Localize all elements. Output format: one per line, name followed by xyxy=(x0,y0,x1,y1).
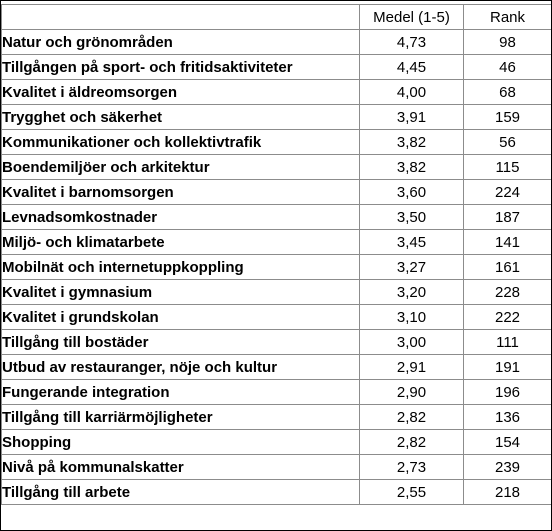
table-row: Tillgången på sport- och fritidsaktivite… xyxy=(1,54,551,80)
table-row: Kommunikationer och kollektivtrafik 3,82… xyxy=(1,129,551,155)
table-row: Kvalitet i äldreomsorgen 4,00 68 xyxy=(1,79,551,105)
row-name: Kvalitet i äldreomsorgen xyxy=(1,79,360,105)
row-medel: 3,82 xyxy=(359,154,464,180)
row-rank: 154 xyxy=(463,429,551,455)
row-medel: 2,55 xyxy=(359,479,464,505)
row-medel: 2,82 xyxy=(359,404,464,430)
row-rank: 98 xyxy=(463,29,551,55)
table-row: Kvalitet i barnomsorgen 3,60 224 xyxy=(1,179,551,205)
row-medel: 3,20 xyxy=(359,279,464,305)
row-rank: 239 xyxy=(463,454,551,480)
table-row: Shopping 2,82 154 xyxy=(1,429,551,455)
row-medel: 2,82 xyxy=(359,429,464,455)
table-row: Fungerande integration 2,90 196 xyxy=(1,379,551,405)
table-row: Boendemiljöer och arkitektur 3,82 115 xyxy=(1,154,551,180)
row-medel: 3,27 xyxy=(359,254,464,280)
row-name: Mobilnät och internetuppkoppling xyxy=(1,254,360,280)
header-medel: Medel (1-5) xyxy=(359,4,464,30)
row-medel: 3,60 xyxy=(359,179,464,205)
row-medel: 4,00 xyxy=(359,79,464,105)
header-row: Medel (1-5) Rank xyxy=(1,4,551,30)
row-rank: 191 xyxy=(463,354,551,380)
table-row: Natur och grönområden 4,73 98 xyxy=(1,29,551,55)
row-rank: 115 xyxy=(463,154,551,180)
row-name: Kvalitet i barnomsorgen xyxy=(1,179,360,205)
row-rank: 196 xyxy=(463,379,551,405)
row-medel: 3,82 xyxy=(359,129,464,155)
table-row: Mobilnät och internetuppkoppling 3,27 16… xyxy=(1,254,551,280)
row-name: Tillgång till karriärmöjligheter xyxy=(1,404,360,430)
row-rank: 56 xyxy=(463,129,551,155)
row-name: Kvalitet i gymnasium xyxy=(1,279,360,305)
row-rank: 136 xyxy=(463,404,551,430)
row-name: Shopping xyxy=(1,429,360,455)
header-rank: Rank xyxy=(463,4,551,30)
row-name: Fungerande integration xyxy=(1,379,360,405)
row-name: Utbud av restauranger, nöje och kultur xyxy=(1,354,360,380)
table-row: Tillgång till karriärmöjligheter 2,82 13… xyxy=(1,404,551,430)
row-rank: 46 xyxy=(463,54,551,80)
row-medel: 3,00 xyxy=(359,329,464,355)
table-row: Utbud av restauranger, nöje och kultur 2… xyxy=(1,354,551,380)
row-medel: 2,91 xyxy=(359,354,464,380)
table-row: Miljö- och klimatarbete 3,45 141 xyxy=(1,229,551,255)
row-medel: 2,90 xyxy=(359,379,464,405)
row-rank: 218 xyxy=(463,479,551,505)
row-rank: 111 xyxy=(463,329,551,355)
table-row: Kvalitet i grundskolan 3,10 222 xyxy=(1,304,551,330)
table-row: Tillgång till bostäder 3,00 111 xyxy=(1,329,551,355)
row-rank: 68 xyxy=(463,79,551,105)
row-name: Natur och grönområden xyxy=(1,29,360,55)
table-row: Nivå på kommunalskatter 2,73 239 xyxy=(1,454,551,480)
row-name: Tillgång till arbete xyxy=(1,479,360,505)
row-name: Levnadsomkostnader xyxy=(1,204,360,230)
table-row: Tillgång till arbete 2,55 218 xyxy=(1,479,551,505)
row-name: Trygghet och säkerhet xyxy=(1,104,360,130)
row-medel: 3,91 xyxy=(359,104,464,130)
row-rank: 228 xyxy=(463,279,551,305)
row-medel: 3,50 xyxy=(359,204,464,230)
row-rank: 159 xyxy=(463,104,551,130)
row-rank: 187 xyxy=(463,204,551,230)
row-name: Tillgången på sport- och fritidsaktivite… xyxy=(1,54,360,80)
row-rank: 141 xyxy=(463,229,551,255)
row-rank: 224 xyxy=(463,179,551,205)
row-medel: 4,73 xyxy=(359,29,464,55)
header-name xyxy=(1,4,360,30)
row-medel: 4,45 xyxy=(359,54,464,80)
row-name: Nivå på kommunalskatter xyxy=(1,454,360,480)
row-medel: 3,10 xyxy=(359,304,464,330)
row-medel: 3,45 xyxy=(359,229,464,255)
ranking-table: Medel (1-5) Rank Natur och grönområden 4… xyxy=(1,4,551,505)
table-row: Trygghet och säkerhet 3,91 159 xyxy=(1,104,551,130)
table-row: Kvalitet i gymnasium 3,20 228 xyxy=(1,279,551,305)
row-name: Kommunikationer och kollektivtrafik xyxy=(1,129,360,155)
row-rank: 161 xyxy=(463,254,551,280)
row-name: Boendemiljöer och arkitektur xyxy=(1,154,360,180)
row-rank: 222 xyxy=(463,304,551,330)
table-body: Natur och grönområden 4,73 98 Tillgången… xyxy=(1,29,551,505)
row-name: Kvalitet i grundskolan xyxy=(1,304,360,330)
row-name: Miljö- och klimatarbete xyxy=(1,229,360,255)
row-name: Tillgång till bostäder xyxy=(1,329,360,355)
row-medel: 2,73 xyxy=(359,454,464,480)
table-row: Levnadsomkostnader 3,50 187 xyxy=(1,204,551,230)
